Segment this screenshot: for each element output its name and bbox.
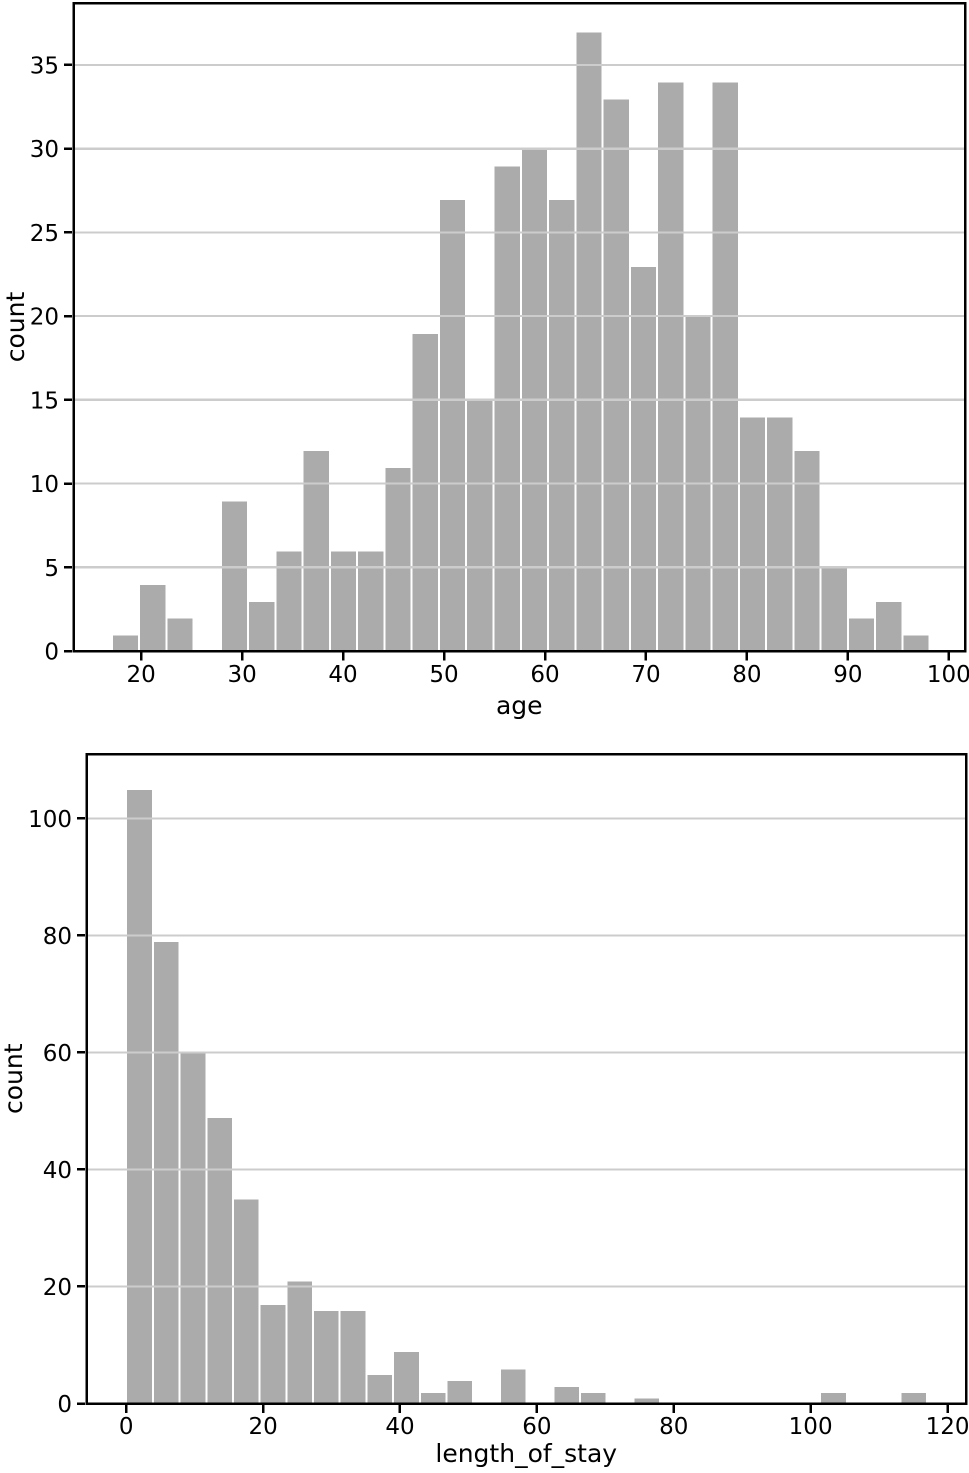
y-tick-label: 10 [30,472,59,498]
x-tick-label: 20 [126,662,155,688]
x-tick-label: 60 [522,1414,551,1440]
y-tick-label: 35 [30,53,59,79]
y-tick-label: 40 [43,1158,72,1184]
ticks-group [77,817,949,1413]
histogram-bar [874,599,904,653]
histogram-bar [628,264,659,652]
histogram-bar [205,1115,234,1405]
histogram-bar [765,415,795,652]
y-tick-label: 30 [30,137,59,163]
x-tick-label: 20 [248,1414,277,1440]
age-histogram-canvas: 20 30 40 50 60 70 80 90 100 0 5 10 15 20 25 30 35 age coun… [1,1,969,720]
x-tick-label: 80 [659,1414,688,1440]
histogram-bar [392,1349,421,1405]
ticks-group [64,63,951,661]
gridlines-group [86,817,966,1288]
histogram-bar [846,616,877,653]
y-tick-label: 100 [28,807,72,833]
histogram-bar [219,499,250,652]
y-tick-label: 15 [30,388,59,414]
histogram-bar [301,449,331,652]
histogram-bar [901,633,931,653]
histogram-bar [498,1367,528,1405]
histogram-bar [899,1390,928,1405]
histogram-bar [328,549,359,653]
y-tick-label: 5 [44,556,59,582]
histogram-bar [365,1373,395,1405]
histogram-bar [338,1308,368,1405]
histogram-bar [138,583,168,653]
histogram-bar [656,80,686,652]
histogram-bar [445,1379,475,1405]
histogram-bar [437,197,468,652]
x-tick-label: 30 [227,662,256,688]
histogram-bar [312,1308,341,1405]
histogram-bar [274,549,304,653]
x-tick-label: 100 [927,662,969,688]
x-tick-label: 60 [530,662,559,688]
histogram-bar [737,415,768,652]
bars-group [110,30,931,653]
histogram-bar [574,30,604,653]
histogram-bar [285,1279,315,1405]
y-tick-label: 25 [30,221,59,247]
x-tick-label: 40 [328,662,357,688]
plot-border [85,752,968,1405]
y-axis-label: count [1,292,30,363]
y-tick-label: 20 [43,1275,72,1301]
x-tick-label: 0 [119,1414,134,1440]
histogram-bar [547,197,577,652]
x-tick-label: 50 [429,662,458,688]
y-tick-label: 0 [44,640,59,666]
y-axis-label: count [0,1043,28,1114]
x-tick-label: 100 [789,1414,833,1440]
x-tick-label: 120 [926,1414,969,1440]
y-tick-label: 60 [43,1041,72,1067]
y-tick-label: 20 [30,305,59,331]
histogram-bar [151,940,181,1405]
x-tick-label: 70 [631,662,660,688]
histogram-bar [578,1390,608,1405]
histogram-bar [792,449,822,652]
x-tick-label: 40 [385,1414,414,1440]
y-tick-label: 80 [43,924,72,950]
histogram-bar [356,549,386,653]
gridlines-group [73,63,965,569]
x-axis-label: length_of_stay [435,1439,617,1468]
histogram-bar [247,599,277,653]
histogram-bar [258,1303,288,1405]
histogram-bar [410,331,440,652]
histogram-bar [465,398,495,652]
histogram-bar [492,164,522,652]
histogram-bar [178,1051,208,1405]
histogram-bar [819,566,849,653]
histogram-bar [418,1390,448,1405]
histogram-bar [383,465,413,652]
x-axis-label: age [496,691,543,720]
histogram-bar [710,80,740,652]
histogram-bar [552,1384,581,1405]
y-tick-label: 0 [57,1392,72,1418]
plot-border [72,1,967,653]
length-of-stay-histogram-figure: 0 20 40 60 80 100 120 0 20 40 60 80 100 length_of_sta… [0,737,969,1473]
histogram-bar [110,633,141,653]
bars-group [125,788,928,1405]
age-histogram-figure: 20 30 40 50 60 70 80 90 100 0 5 10 15 20 25 30 35 age coun… [1,1,969,720]
length-of-stay-histogram-canvas: 0 20 40 60 80 100 120 0 20 40 60 80 100 length_of_sta… [0,752,969,1468]
x-tick-label: 90 [833,662,862,688]
histogram-bar [165,616,195,653]
histogram-bar [231,1197,261,1405]
histogram-bar [125,788,154,1405]
x-tick-label: 80 [732,662,761,688]
histogram-bar [819,1390,848,1405]
